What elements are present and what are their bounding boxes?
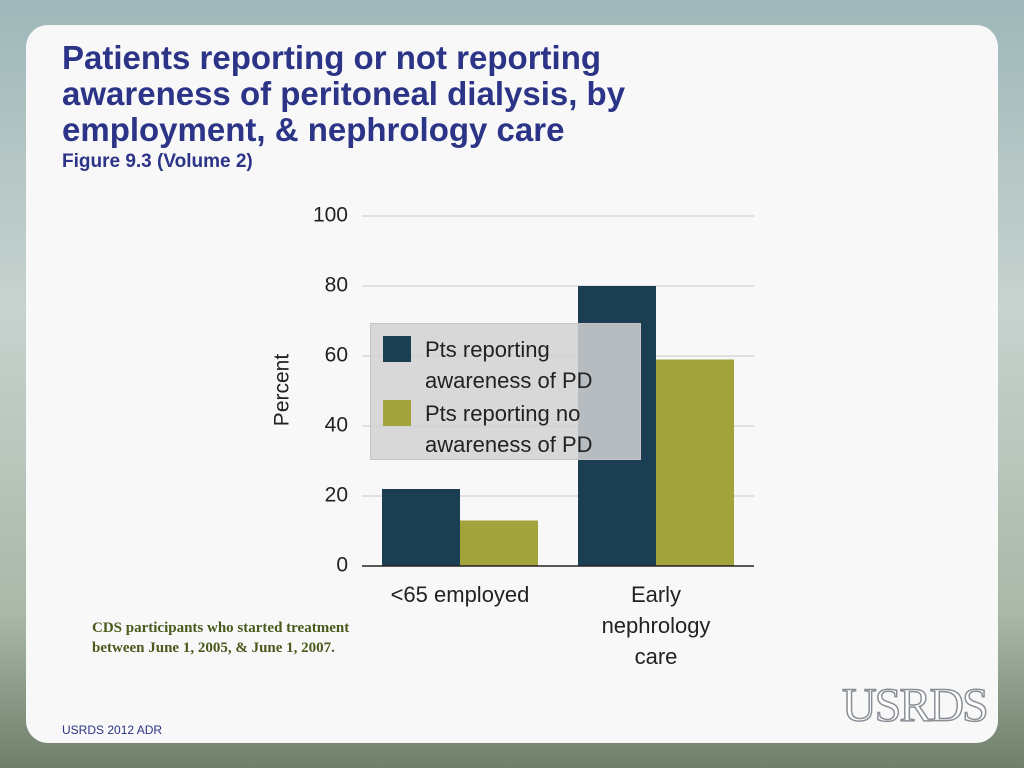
legend-label: Pts reporting no awareness of PD	[425, 401, 593, 457]
x-tick-label: Early nephrology care	[601, 582, 711, 669]
y-tick-label: 100	[313, 204, 348, 227]
legend-swatch	[383, 336, 411, 362]
bar	[460, 520, 538, 566]
legend-label: Pts reporting awareness of PD	[425, 337, 593, 393]
legend-swatch	[383, 400, 411, 426]
legend: Pts reporting awareness of PD Pts report…	[370, 323, 641, 460]
y-tick-label: 40	[325, 414, 348, 437]
x-tick-label: <65 employed	[390, 582, 530, 607]
legend-item: Pts reporting awareness of PD	[383, 334, 640, 396]
chart-subtitle: Figure 9.3 (Volume 2)	[62, 151, 253, 172]
footer: USRDS 2012 ADR	[62, 723, 163, 737]
legend-item: Pts reporting no awareness of PD	[383, 398, 640, 460]
bar	[656, 359, 734, 566]
chart-title: Patients reporting or not reporting awar…	[62, 39, 626, 148]
y-tick-label: 0	[336, 554, 348, 577]
y-tick-label: 20	[325, 484, 348, 507]
y-tick-label: 60	[325, 344, 348, 367]
note: CDS participants who started treatment b…	[92, 620, 350, 656]
y-axis-label: Percent	[271, 354, 294, 427]
logo: USRDS	[841, 678, 989, 733]
y-tick-label: 80	[325, 274, 348, 297]
bar	[382, 489, 460, 566]
